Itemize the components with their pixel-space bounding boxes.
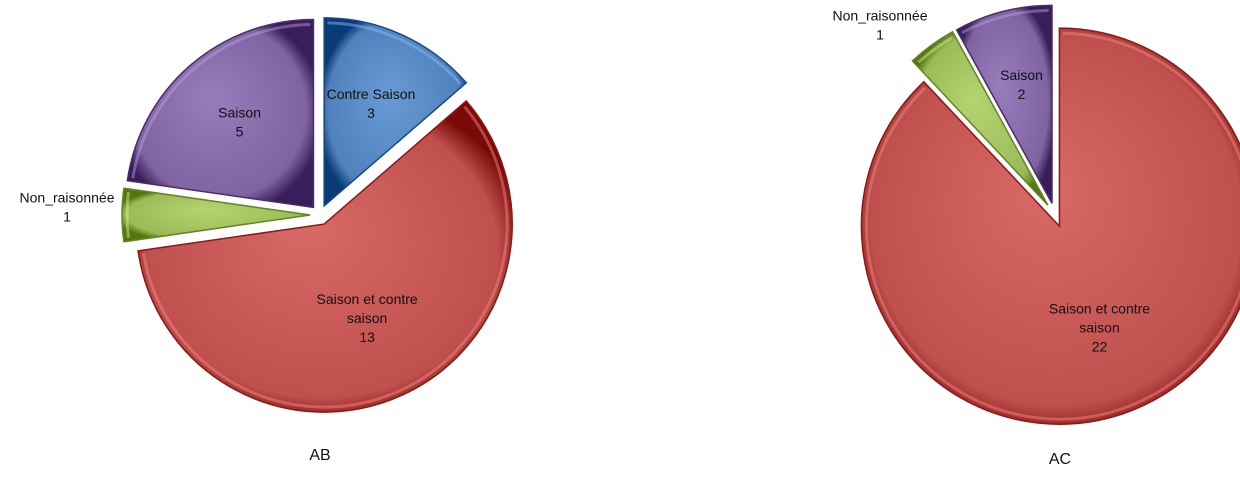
data-label-value: 2 xyxy=(1018,86,1026,102)
data-label-value: 3 xyxy=(367,105,375,121)
pie-slice-non-raisonnee xyxy=(911,30,1049,206)
pie-slice-non-raisonnee xyxy=(121,187,311,243)
pie-slice-saison-et-contre-saison xyxy=(860,27,1240,425)
data-label-text: Saison et contre xyxy=(317,291,418,307)
data-label-value: 5 xyxy=(236,124,244,140)
data-label-text: Saison xyxy=(218,105,261,121)
data-label-value: 1 xyxy=(876,27,884,43)
data-label-text: saison xyxy=(347,310,387,326)
data-label-text: saison xyxy=(1079,319,1119,335)
pie-slice-saison xyxy=(126,18,315,209)
pie-slice-bevel-saison xyxy=(131,22,311,179)
pie-slice-contre-saison xyxy=(323,17,468,208)
data-label-value: 22 xyxy=(1092,338,1108,354)
chart-title: AC xyxy=(1049,451,1071,468)
data-label-text: Non_raisonnée xyxy=(20,190,115,206)
data-label-text: Saison et contre xyxy=(1049,300,1150,316)
pie-slice-bevel-contre-saison xyxy=(327,21,462,85)
pie-chart-ac: Saison et contre saison 22 Non_raisonnée 1 Sa… xyxy=(833,4,1240,468)
pie-slice-bevel-saison-et-contre-saison xyxy=(142,105,509,409)
data-label-text: Contre Saison xyxy=(327,86,416,102)
pie-slice-saison xyxy=(955,4,1053,204)
data-label-text: Saison xyxy=(1000,67,1043,83)
data-label-text: Non_raisonnée xyxy=(833,8,928,24)
pie-slice-bevel-saison-et-contre-saison xyxy=(864,31,1240,421)
data-label-value: 13 xyxy=(359,329,375,345)
pie-chart-ab: Contre Saison 3 Saison et contre saison 13 No… xyxy=(20,17,513,464)
pie-slice-saison-et-contre-saison xyxy=(137,99,513,413)
pie-slice-bevel-saison xyxy=(961,8,1049,34)
pie-slice-bevel-non-raisonnee xyxy=(917,36,953,64)
pie-slice-bevel-non-raisonnee xyxy=(125,191,130,239)
data-label-value: 1 xyxy=(63,209,71,225)
chart-title: AB xyxy=(309,447,330,464)
